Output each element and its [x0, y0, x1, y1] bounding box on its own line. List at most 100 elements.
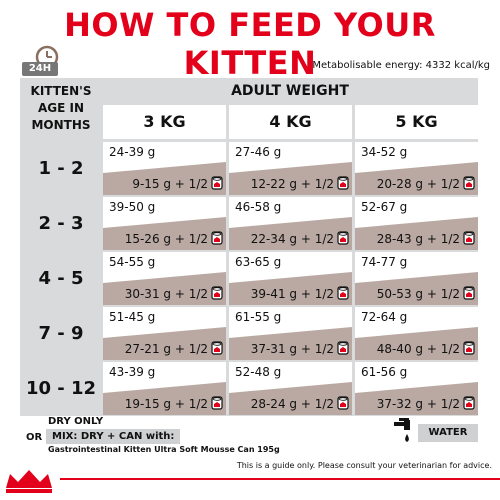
adult-weight-header: ADULT WEIGHT [231, 83, 349, 99]
mix-shade-shape [103, 217, 226, 250]
feeding-cell: 63-65 g 39-41 g + 1/2 [229, 252, 352, 305]
mix-shade-shape [355, 217, 478, 250]
can-icon [337, 231, 349, 245]
dry-amount: 74-77 g [361, 255, 408, 269]
mix-shade-shape [355, 382, 478, 415]
can-icon [463, 341, 475, 355]
weight-header: 5 KG [355, 105, 478, 139]
feeding-cell: 61-56 g 37-32 g + 1/2 [355, 362, 478, 415]
dry-amount: 63-65 g [235, 255, 282, 269]
mix-shade-shape [229, 382, 352, 415]
feeding-cell: 54-55 g 30-31 g + 1/2 [103, 252, 226, 305]
feeding-cell: 43-39 g 19-15 g + 1/2 [103, 362, 226, 415]
mix-shade [103, 162, 226, 195]
age-column-header: KITTEN'S AGE IN MONTHS [20, 78, 102, 138]
weight-header: 4 KG [229, 105, 352, 139]
mix-amount: 28-24 g + 1/2 [250, 397, 334, 411]
mix-shade [355, 327, 478, 360]
can-icon [211, 286, 223, 300]
24h-badge: 24H [22, 62, 58, 76]
dry-amount: 34-52 g [361, 145, 408, 159]
mix-shade-shape [103, 382, 226, 415]
age-label: 4 - 5 [38, 268, 84, 289]
can-icon [463, 176, 475, 190]
mix-shade [103, 217, 226, 250]
mix-amount: 15-26 g + 1/2 [124, 232, 208, 246]
can-icon [337, 341, 349, 355]
legend-water: WATER [418, 424, 478, 442]
mix-shade [355, 162, 478, 195]
can-icon [211, 396, 223, 410]
energy-note: Metabolisable energy: 4332 kcal/kg [312, 60, 490, 71]
age-header-line: KITTEN'S [30, 84, 92, 98]
legend-mix: MIX: DRY + CAN with: [46, 429, 181, 444]
mix-amount: 28-43 g + 1/2 [376, 232, 460, 246]
feeding-cell: 52-67 g 28-43 g + 1/2 [355, 197, 478, 250]
dry-amount: 61-55 g [235, 310, 282, 324]
dry-amount: 72-64 g [361, 310, 408, 324]
mix-shade-shape [355, 162, 478, 195]
age-label: 1 - 2 [38, 158, 84, 179]
mix-shade-shape [229, 272, 352, 305]
can-icon [463, 286, 475, 300]
feeding-cell: 61-55 g 37-31 g + 1/2 [229, 307, 352, 360]
age-header-line: AGE IN [37, 101, 85, 115]
mix-shade-shape [229, 217, 352, 250]
mix-amount: 30-31 g + 1/2 [124, 287, 208, 301]
weight-header: 3 KG [103, 105, 226, 139]
mix-shade [229, 327, 352, 360]
legend-mix-product: Gastrointestinal Kitten Ultra Soft Mouss… [48, 445, 280, 454]
mix-shade-shape [355, 272, 478, 305]
dry-amount: 61-56 g [361, 365, 408, 379]
mix-amount: 9-15 g + 1/2 [132, 177, 208, 191]
mix-amount: 48-40 g + 1/2 [376, 342, 460, 356]
mix-shade [103, 382, 226, 415]
feeding-cell: 72-64 g 48-40 g + 1/2 [355, 307, 478, 360]
legend-or: OR [26, 432, 43, 443]
dry-amount: 24-39 g [109, 145, 156, 159]
dry-amount: 27-46 g [235, 145, 282, 159]
mix-shade-shape [103, 327, 226, 360]
footer-divider [60, 478, 500, 480]
mix-shade [229, 217, 352, 250]
feeding-cell: 24-39 g 9-15 g + 1/2 [103, 142, 226, 195]
mix-shade [355, 217, 478, 250]
mix-shade-shape [103, 162, 226, 195]
mix-shade-shape [229, 327, 352, 360]
mix-shade [355, 382, 478, 415]
feeding-cell: 46-58 g 22-34 g + 1/2 [229, 197, 352, 250]
can-icon [337, 396, 349, 410]
can-icon [211, 176, 223, 190]
mix-amount: 50-53 g + 1/2 [376, 287, 460, 301]
mix-shade [355, 272, 478, 305]
mix-shade [229, 382, 352, 415]
page-title: HOW TO FEED YOUR KITTEN [64, 6, 436, 82]
water-tap-icon [394, 418, 410, 442]
dry-amount: 52-48 g [235, 365, 282, 379]
dry-amount: 54-55 g [109, 255, 156, 269]
dry-amount: 51-45 g [109, 310, 156, 324]
dry-amount: 52-67 g [361, 200, 408, 214]
feeding-cell: 34-52 g 20-28 g + 1/2 [355, 142, 478, 195]
age-label: 7 - 9 [38, 323, 84, 344]
age-label: 10 - 12 [25, 378, 97, 399]
mix-shade-shape [103, 272, 226, 305]
mix-shade-shape [355, 327, 478, 360]
can-icon [337, 176, 349, 190]
mix-amount: 20-28 g + 1/2 [376, 177, 460, 191]
mix-shade [229, 272, 352, 305]
feeding-cell: 27-46 g 12-22 g + 1/2 [229, 142, 352, 195]
feeding-table: KITTEN'S AGE IN MONTHS ADULT WEIGHT 3 KG… [20, 78, 478, 416]
mix-amount: 27-21 g + 1/2 [124, 342, 208, 356]
mix-amount: 22-34 g + 1/2 [250, 232, 334, 246]
dry-amount: 46-58 g [235, 200, 282, 214]
feeding-cell: 52-48 g 28-24 g + 1/2 [229, 362, 352, 415]
mix-amount: 39-41 g + 1/2 [250, 287, 334, 301]
mix-shade [103, 272, 226, 305]
mix-amount: 12-22 g + 1/2 [250, 177, 334, 191]
dry-amount: 43-39 g [109, 365, 156, 379]
mix-shade [229, 162, 352, 195]
mix-amount: 37-32 g + 1/2 [376, 397, 460, 411]
feeding-cell: 51-45 g 27-21 g + 1/2 [103, 307, 226, 360]
mix-amount: 37-31 g + 1/2 [250, 342, 334, 356]
